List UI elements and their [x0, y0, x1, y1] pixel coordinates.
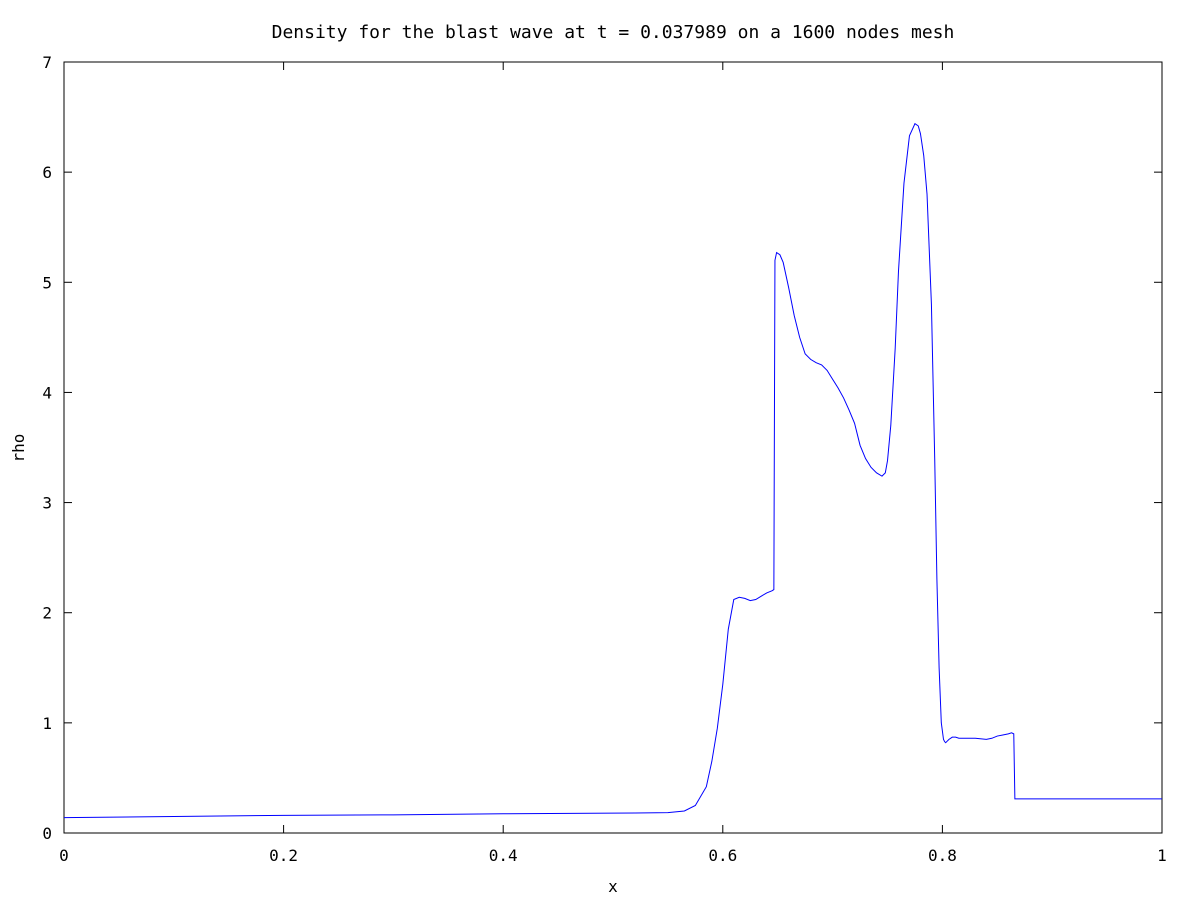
y-tick-label: 2: [42, 604, 52, 623]
x-tick-labels: 0 0.2 0.4 0.6 0.8 1: [59, 846, 1167, 865]
y-tick-label: 4: [42, 383, 52, 402]
x-tick-label: 0.6: [708, 846, 737, 865]
y-tick-label: 5: [42, 273, 52, 292]
plot-frame: [63, 61, 1163, 834]
x-tick-label: 0.8: [928, 846, 957, 865]
x-tick-label: 0.2: [269, 846, 298, 865]
y-tick-label: 7: [42, 53, 52, 72]
y-tick-label: 0: [42, 824, 52, 843]
y-tick-label: 1: [42, 714, 52, 733]
y-axis-label: rho: [9, 434, 28, 463]
x-tick-label: 0: [59, 846, 69, 865]
y-tick-label: 6: [42, 163, 52, 182]
x-tick-label: 0.4: [489, 846, 518, 865]
chart-title: Density for the blast wave at t = 0.0379…: [272, 22, 955, 43]
y-tick-labels: 0 1 2 3 4 5 6 7: [42, 53, 52, 843]
density-series-line: [63, 122, 1162, 819]
axis-ticks: [63, 61, 1163, 834]
y-tick-label: 3: [42, 494, 52, 513]
x-tick-label: 1: [1157, 846, 1167, 865]
x-axis-label: x: [608, 877, 618, 896]
